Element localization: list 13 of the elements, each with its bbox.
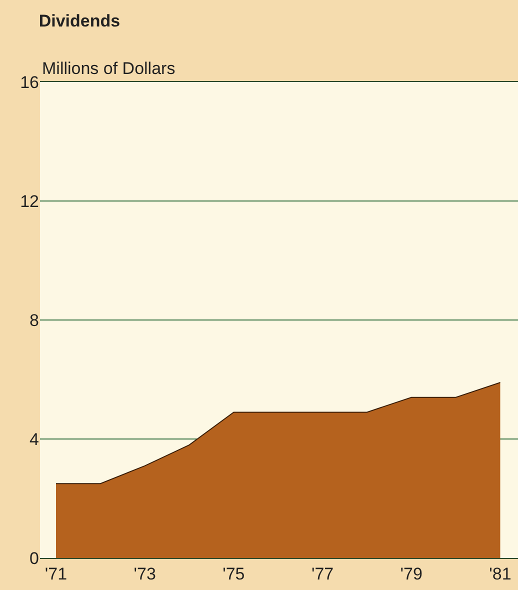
x-tick-label: '73 [134,564,156,584]
y-axis-title: Millions of Dollars [42,59,176,78]
x-tick-label: '79 [400,564,422,584]
x-tick-label: '81 [489,564,512,584]
x-tick-label: '77 [311,564,334,584]
x-tick-label: '71 [44,564,68,584]
y-tick-label: 8 [30,310,39,330]
y-tick-label: 0 [30,548,39,568]
y-tick-label: 4 [30,430,39,449]
x-tick-label: '75 [222,564,245,584]
chart-title: Dividends [38,12,120,31]
y-tick-label: 12 [20,192,39,211]
y-tick-label: 16 [20,72,39,92]
